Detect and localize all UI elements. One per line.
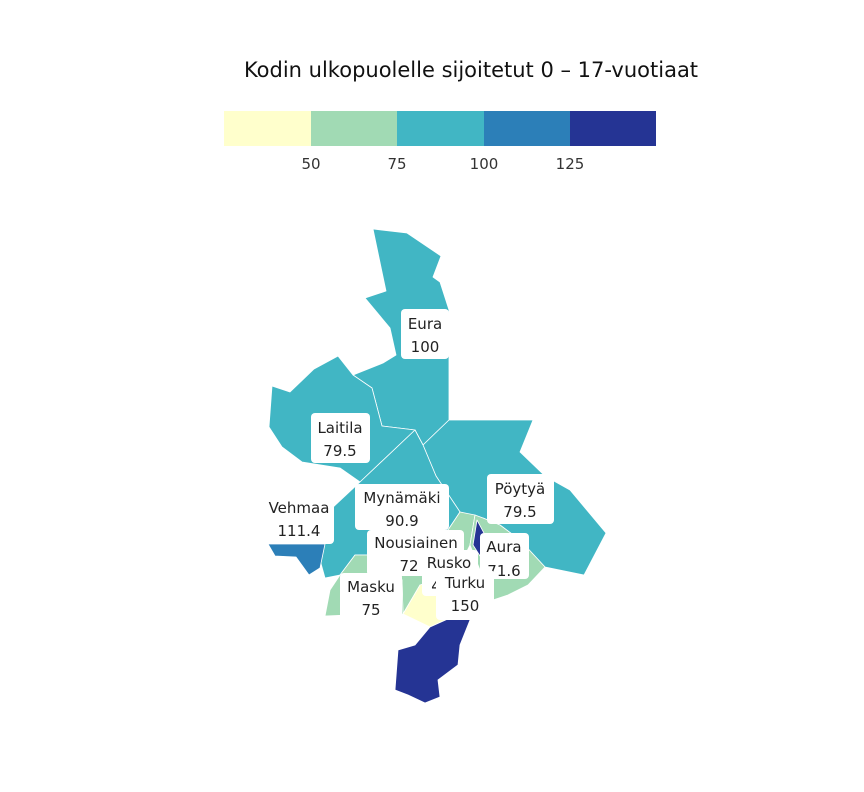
map-labels: Eura 100 Laitila 79.5 Vehmaa 111.4 Mynäm… bbox=[264, 309, 554, 623]
legend-bin-4 bbox=[484, 111, 570, 146]
label-poytya-value: 79.5 bbox=[503, 503, 536, 521]
legend-bin-1 bbox=[224, 111, 311, 146]
label-masku-value: 75 bbox=[361, 601, 380, 619]
label-laitila-name: Laitila bbox=[317, 419, 362, 437]
label-turku-name: Turku bbox=[444, 574, 485, 592]
label-mynamaki-value: 90.9 bbox=[385, 512, 418, 530]
map-regions bbox=[267, 228, 607, 704]
label-masku-name: Masku bbox=[347, 578, 395, 596]
label-poytya: Pöytyä 79.5 bbox=[487, 474, 554, 524]
label-vehmaa-name: Vehmaa bbox=[269, 499, 330, 517]
label-mynamaki: Mynämäki 90.9 bbox=[355, 484, 449, 530]
legend-bin-3 bbox=[397, 111, 484, 146]
legend-tick-75: 75 bbox=[387, 155, 406, 173]
label-nousiainen-value: 72 bbox=[399, 557, 418, 575]
legend-bin-5 bbox=[570, 111, 656, 146]
label-nousiainen-name: Nousiainen bbox=[374, 534, 458, 552]
label-eura-value: 100 bbox=[411, 338, 440, 356]
label-laitila: Laitila 79.5 bbox=[311, 413, 370, 463]
legend-bin-2 bbox=[311, 111, 397, 146]
label-vehmaa: Vehmaa 111.4 bbox=[264, 494, 334, 544]
label-rusko-name: Rusko bbox=[427, 554, 471, 572]
label-laitila-value: 79.5 bbox=[323, 442, 356, 460]
label-turku-value: 150 bbox=[451, 597, 480, 615]
region-vehmaa bbox=[267, 543, 326, 576]
legend-tick-125: 125 bbox=[556, 155, 585, 173]
label-aura-name: Aura bbox=[486, 538, 521, 556]
label-eura-name: Eura bbox=[408, 315, 442, 333]
legend: 50 75 100 125 bbox=[224, 111, 656, 173]
legend-tick-50: 50 bbox=[301, 155, 320, 173]
label-poytya-name: Pöytyä bbox=[495, 480, 546, 498]
label-turku: Turku 150 bbox=[436, 570, 494, 620]
legend-tick-100: 100 bbox=[470, 155, 499, 173]
map-title: Kodin ulkopuolelle sijoitetut 0 – 17-vuo… bbox=[244, 58, 698, 82]
label-vehmaa-value: 111.4 bbox=[278, 522, 321, 540]
label-eura: Eura 100 bbox=[401, 309, 449, 359]
label-aura: Aura 71.6 bbox=[480, 533, 529, 580]
label-aura-value: 71.6 bbox=[487, 562, 520, 580]
label-masku: Masku 75 bbox=[340, 573, 402, 623]
label-mynamaki-name: Mynämäki bbox=[363, 489, 440, 507]
